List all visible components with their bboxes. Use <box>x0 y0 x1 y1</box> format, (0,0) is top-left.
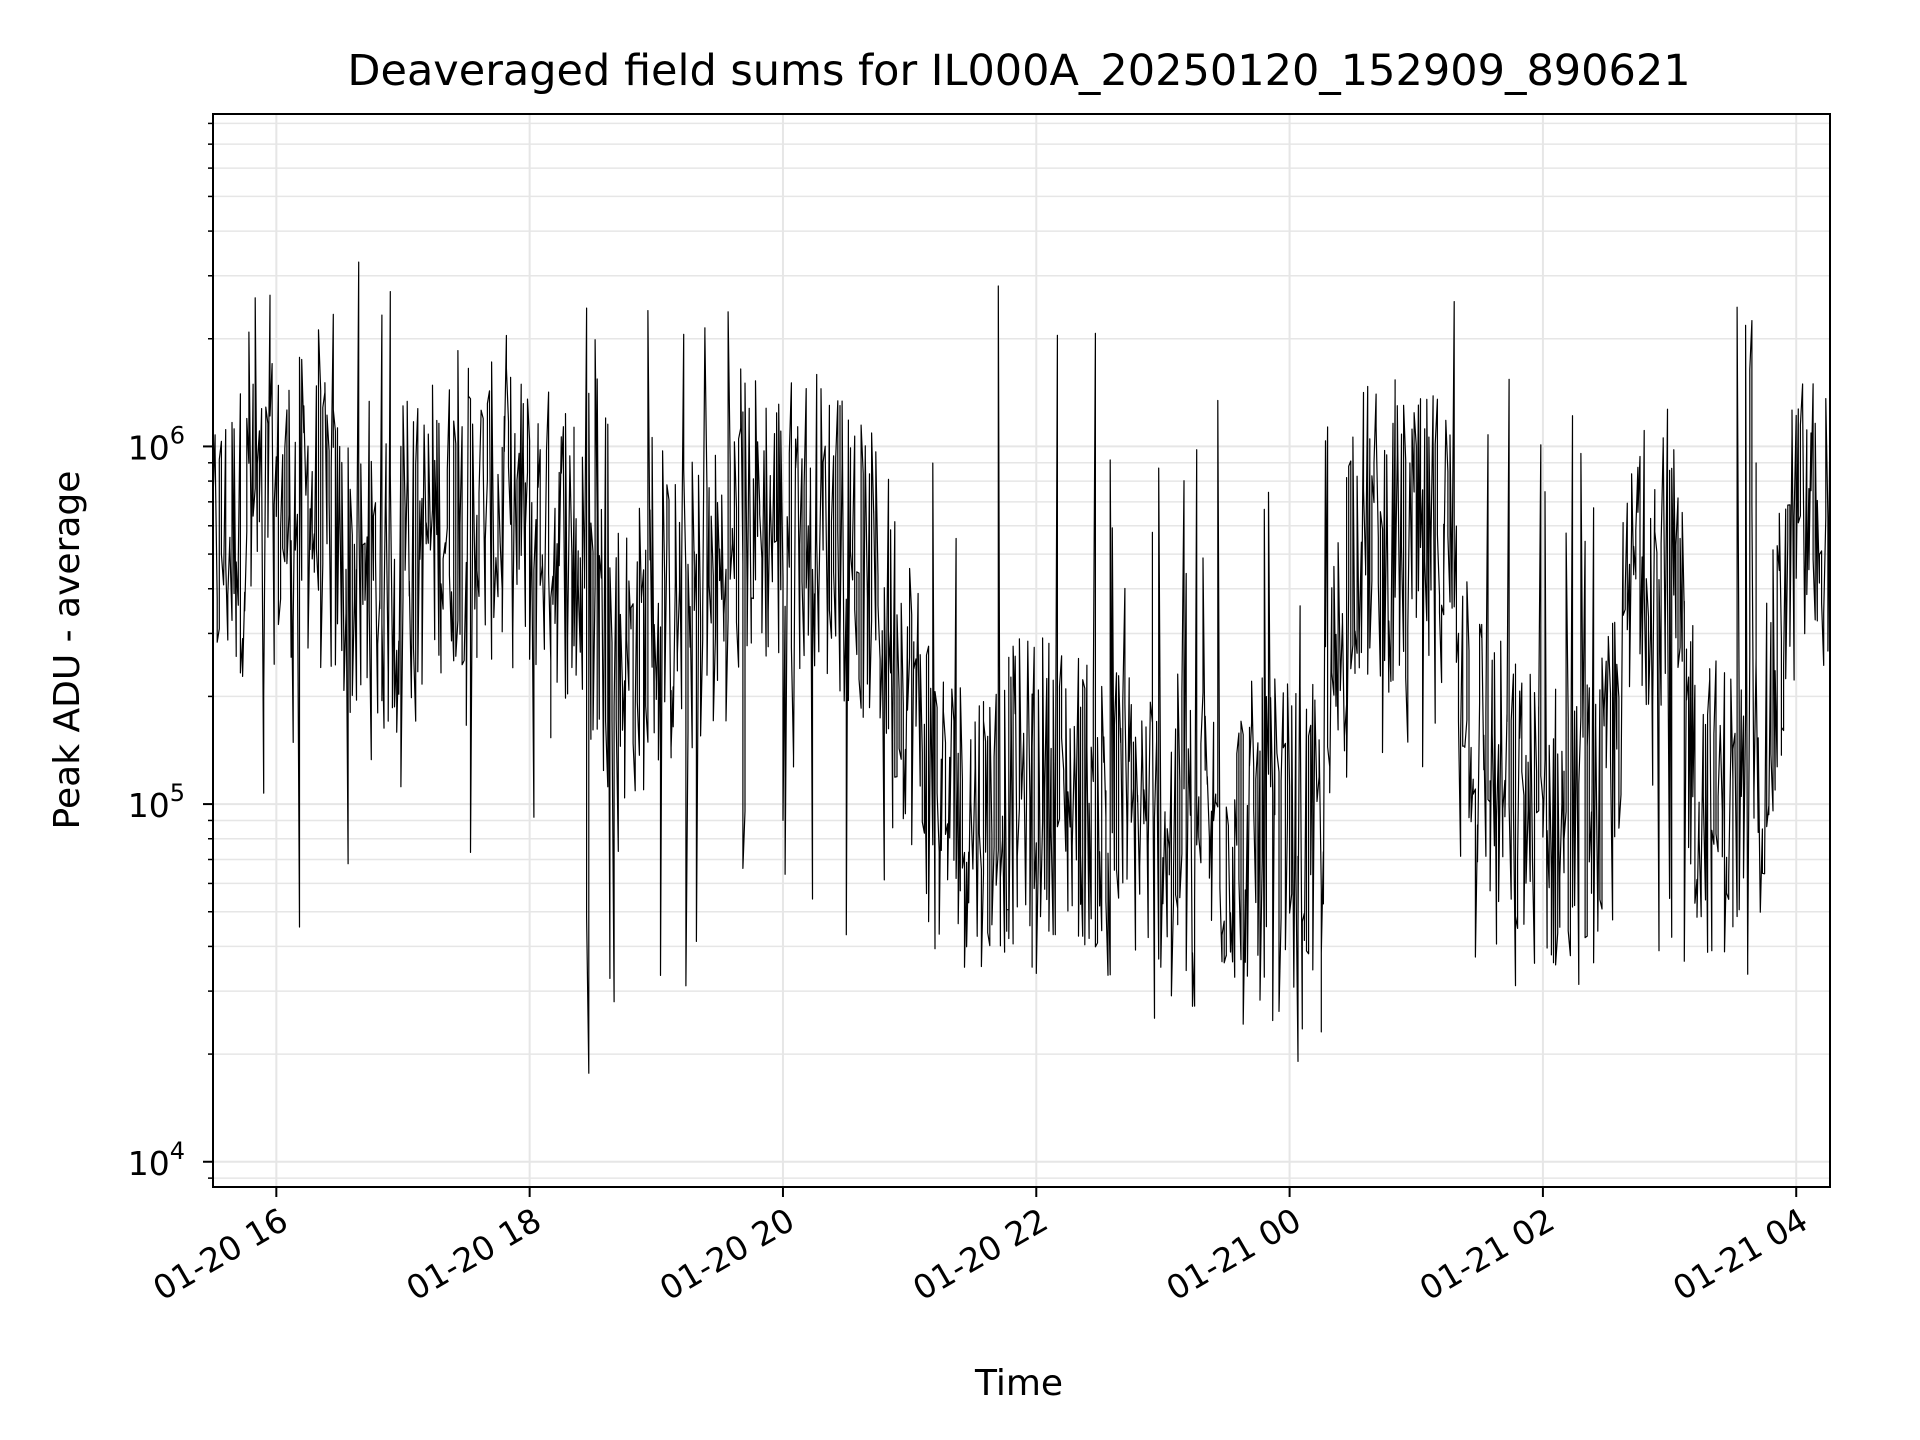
y-tick-label: 106 <box>128 421 185 467</box>
chart-title: Deaveraged field sums for IL000A_2025012… <box>347 46 1690 96</box>
series-line <box>213 261 1830 1074</box>
x-axis-label: Time <box>974 1363 1063 1404</box>
y-tick-label: 104 <box>128 1137 185 1183</box>
grid <box>213 114 1830 1187</box>
y-tick-exponent: 5 <box>170 779 185 807</box>
y-tick-exponent: 6 <box>170 421 185 449</box>
y-tick-base: 10 <box>128 1144 170 1183</box>
y-tick-label: 105 <box>128 779 185 825</box>
series-polyline <box>213 261 1830 1074</box>
y-tick-base: 10 <box>128 428 170 467</box>
y-axis-label: Peak ADU - average <box>47 471 88 830</box>
plot-frame <box>212 113 1831 1188</box>
y-tick-exponent: 4 <box>170 1137 185 1165</box>
y-tick-base: 10 <box>128 786 170 825</box>
